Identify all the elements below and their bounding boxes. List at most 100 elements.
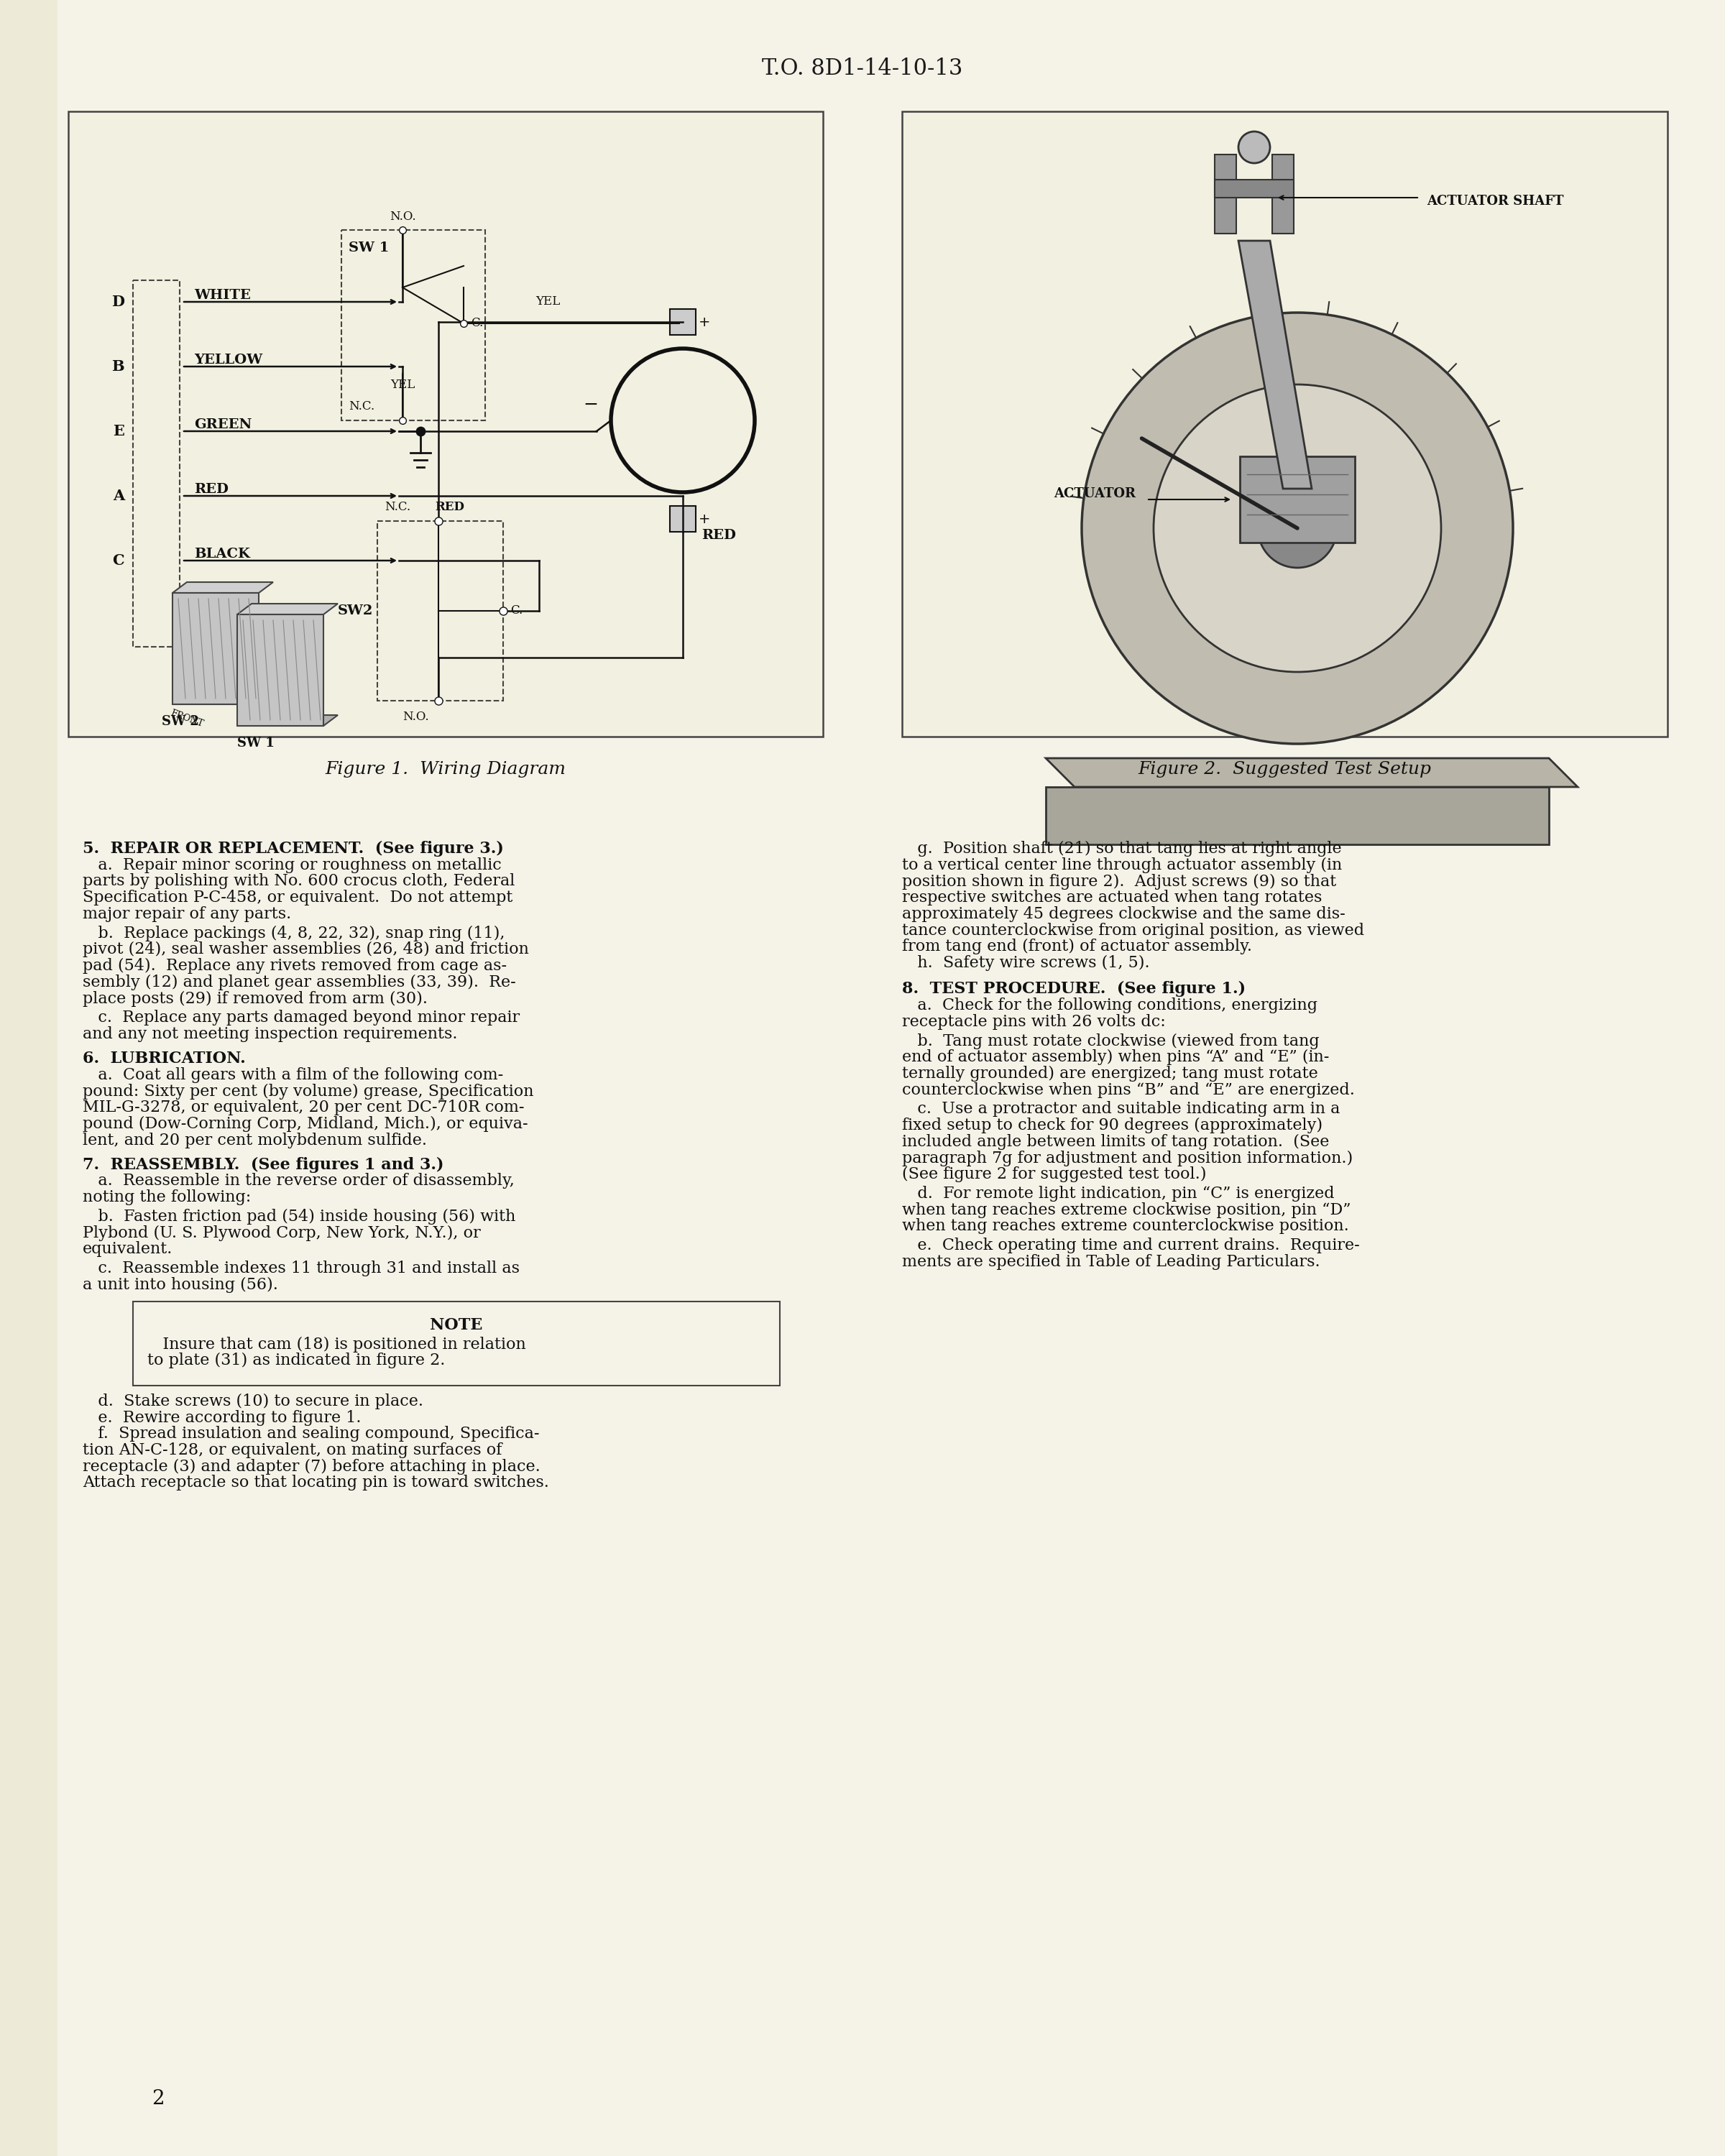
Text: YEL: YEL <box>535 295 561 308</box>
Text: BLACK: BLACK <box>193 548 250 561</box>
Text: a unit into housing (56).: a unit into housing (56). <box>83 1276 278 1294</box>
Text: Figure 1.  Wiring Diagram: Figure 1. Wiring Diagram <box>326 761 566 778</box>
Text: T.O. 8D1-14-10-13: T.O. 8D1-14-10-13 <box>762 58 963 80</box>
Text: c.  Replace any parts damaged beyond minor repair: c. Replace any parts damaged beyond mino… <box>83 1009 519 1026</box>
Text: YEL: YEL <box>390 379 414 390</box>
Text: a.  Check for the following conditions, energizing: a. Check for the following conditions, e… <box>902 998 1318 1013</box>
Text: C: C <box>112 554 124 567</box>
Bar <box>1240 457 1354 543</box>
Text: 2: 2 <box>152 2089 164 2109</box>
Bar <box>238 614 324 727</box>
Text: SW2: SW2 <box>338 604 373 617</box>
Text: FRONT: FRONT <box>169 709 205 729</box>
Text: D: D <box>112 295 124 308</box>
Polygon shape <box>1214 155 1237 233</box>
Text: ments are specified in Table of Leading Particulars.: ments are specified in Table of Leading … <box>902 1255 1320 1270</box>
Text: c.  Reassemble indexes 11 through 31 and install as: c. Reassemble indexes 11 through 31 and … <box>83 1261 519 1276</box>
Text: WHITE: WHITE <box>193 289 250 302</box>
Text: respective switches are actuated when tang rotates: respective switches are actuated when ta… <box>902 890 1321 906</box>
Polygon shape <box>172 582 273 593</box>
Text: tance counterclockwise from original position, as viewed: tance counterclockwise from original pos… <box>902 923 1364 938</box>
Text: −: − <box>583 397 599 414</box>
Text: counterclockwise when pins “B” and “E” are energized.: counterclockwise when pins “B” and “E” a… <box>902 1082 1354 1097</box>
Text: g.  Position shaft (21) so that tang lies at right angle: g. Position shaft (21) so that tang lies… <box>902 841 1342 856</box>
Text: N.O.: N.O. <box>390 211 416 224</box>
Text: 5.  REPAIR OR REPLACEMENT.  (See figure 3.): 5. REPAIR OR REPLACEMENT. (See figure 3.… <box>83 841 504 856</box>
Text: e.  Check operating time and current drains.  Require-: e. Check operating time and current drai… <box>902 1238 1359 1253</box>
Text: tion AN-C-128, or equivalent, on mating surfaces of: tion AN-C-128, or equivalent, on mating … <box>83 1442 502 1457</box>
Bar <box>1214 179 1294 198</box>
Text: lent, and 20 per cent molybdenum sulfide.: lent, and 20 per cent molybdenum sulfide… <box>83 1132 428 1149</box>
Text: fixed setup to check for 90 degrees (approximately): fixed setup to check for 90 degrees (app… <box>902 1117 1323 1134</box>
Text: d.  For remote light indication, pin “C” is energized: d. For remote light indication, pin “C” … <box>902 1186 1335 1201</box>
Bar <box>1045 787 1549 845</box>
Polygon shape <box>238 716 338 727</box>
Text: b.  Replace packings (4, 8, 22, 32), snap ring (11),: b. Replace packings (4, 8, 22, 32), snap… <box>83 925 505 942</box>
Text: from tang end (front) of actuator assembly.: from tang end (front) of actuator assemb… <box>902 938 1252 955</box>
Bar <box>378 522 504 701</box>
Bar <box>172 593 259 705</box>
Text: 6.  LUBRICATION.: 6. LUBRICATION. <box>83 1050 245 1067</box>
Text: to plate (31) as indicated in figure 2.: to plate (31) as indicated in figure 2. <box>147 1352 445 1369</box>
Text: end of actuator assembly) when pins “A” and “E” (in-: end of actuator assembly) when pins “A” … <box>902 1050 1330 1065</box>
Text: Attach receptacle so that locating pin is toward switches.: Attach receptacle so that locating pin i… <box>83 1475 549 1490</box>
Circle shape <box>1239 132 1270 164</box>
Bar <box>342 231 485 420</box>
Text: C.: C. <box>471 317 483 330</box>
Text: SW 1: SW 1 <box>348 241 390 254</box>
Text: d.  Stake screws (10) to secure in place.: d. Stake screws (10) to secure in place. <box>83 1393 423 1410</box>
Text: when tang reaches extreme clockwise position, pin “D”: when tang reaches extreme clockwise posi… <box>902 1203 1351 1218</box>
Text: approximately 45 degrees clockwise and the same dis-: approximately 45 degrees clockwise and t… <box>902 906 1346 923</box>
Text: equivalent.: equivalent. <box>83 1242 172 1257</box>
Text: noting the following:: noting the following: <box>83 1190 252 1205</box>
Text: parts by polishing with No. 600 crocus cloth, Federal: parts by polishing with No. 600 crocus c… <box>83 873 514 888</box>
Text: pound: Sixty per cent (by volume) grease, Specification: pound: Sixty per cent (by volume) grease… <box>83 1082 533 1100</box>
Text: included angle between limits of tang rotation.  (See: included angle between limits of tang ro… <box>902 1134 1330 1149</box>
Bar <box>669 507 695 533</box>
Text: N.C.: N.C. <box>385 500 411 513</box>
Circle shape <box>1258 489 1337 567</box>
Text: f.  Spread insulation and sealing compound, Specifica-: f. Spread insulation and sealing compoun… <box>83 1425 540 1442</box>
Text: RED: RED <box>193 483 228 496</box>
Text: pivot (24), seal washer assemblies (26, 48) and friction: pivot (24), seal washer assemblies (26, … <box>83 942 530 957</box>
Text: receptacle pins with 26 volts dc:: receptacle pins with 26 volts dc: <box>902 1013 1166 1031</box>
Text: b.  Fasten friction pad (54) inside housing (56) with: b. Fasten friction pad (54) inside housi… <box>83 1210 516 1225</box>
Text: ACTUATOR SHAFT: ACTUATOR SHAFT <box>1427 194 1563 207</box>
Text: major repair of any parts.: major repair of any parts. <box>83 906 292 923</box>
Text: a.  Repair minor scoring or roughness on metallic: a. Repair minor scoring or roughness on … <box>83 858 502 873</box>
Text: N.C.: N.C. <box>348 401 374 412</box>
Text: N.O.: N.O. <box>402 711 430 722</box>
Text: SW 1: SW 1 <box>238 737 274 750</box>
Bar <box>133 1302 780 1386</box>
Text: b.  Tang must rotate clockwise (viewed from tang: b. Tang must rotate clockwise (viewed fr… <box>902 1033 1320 1050</box>
Polygon shape <box>238 604 338 614</box>
Text: RED: RED <box>435 500 464 513</box>
Text: h.  Safety wire screws (1, 5).: h. Safety wire screws (1, 5). <box>902 955 1151 970</box>
Text: +: + <box>699 513 711 526</box>
Text: position shown in figure 2).  Adjust screws (9) so that: position shown in figure 2). Adjust scre… <box>902 873 1337 890</box>
Text: E: E <box>112 425 124 438</box>
Text: YELLOW: YELLOW <box>193 354 262 367</box>
Text: pad (54).  Replace any rivets removed from cage as-: pad (54). Replace any rivets removed fro… <box>83 957 507 975</box>
Text: pound (Dow-Corning Corp, Midland, Mich.), or equiva-: pound (Dow-Corning Corp, Midland, Mich.)… <box>83 1117 528 1132</box>
Text: a.  Reassemble in the reverse order of disassembly,: a. Reassemble in the reverse order of di… <box>83 1173 514 1188</box>
Text: MIL-G-3278, or equivalent, 20 per cent DC-710R com-: MIL-G-3278, or equivalent, 20 per cent D… <box>83 1100 524 1115</box>
Text: a.  Coat all gears with a film of the following com-: a. Coat all gears with a film of the fol… <box>83 1067 504 1082</box>
Text: e.  Rewire according to figure 1.: e. Rewire according to figure 1. <box>83 1410 361 1425</box>
Text: 8.  TEST PROCEDURE.  (See figure 1.): 8. TEST PROCEDURE. (See figure 1.) <box>902 981 1245 996</box>
Text: SW 2: SW 2 <box>162 716 198 729</box>
Text: Insure that cam (18) is positioned in relation: Insure that cam (18) is positioned in re… <box>147 1337 526 1352</box>
Text: (See figure 2 for suggested test tool.): (See figure 2 for suggested test tool.) <box>902 1166 1206 1181</box>
Text: to a vertical center line through actuator assembly (in: to a vertical center line through actuat… <box>902 858 1342 873</box>
Polygon shape <box>1045 759 1578 787</box>
Text: when tang reaches extreme counterclockwise position.: when tang reaches extreme counterclockwi… <box>902 1218 1349 1233</box>
Polygon shape <box>172 694 273 705</box>
Bar <box>0 0 57 2156</box>
Text: NOTE: NOTE <box>430 1317 483 1332</box>
Text: B: B <box>112 360 124 373</box>
Text: Plybond (U. S. Plywood Corp, New York, N.Y.), or: Plybond (U. S. Plywood Corp, New York, N… <box>83 1225 481 1242</box>
Text: 7.  REASSEMBLY.  (See figures 1 and 3.): 7. REASSEMBLY. (See figures 1 and 3.) <box>83 1158 443 1173</box>
Text: RED: RED <box>702 528 737 541</box>
Bar <box>133 280 179 647</box>
Bar <box>69 112 823 737</box>
